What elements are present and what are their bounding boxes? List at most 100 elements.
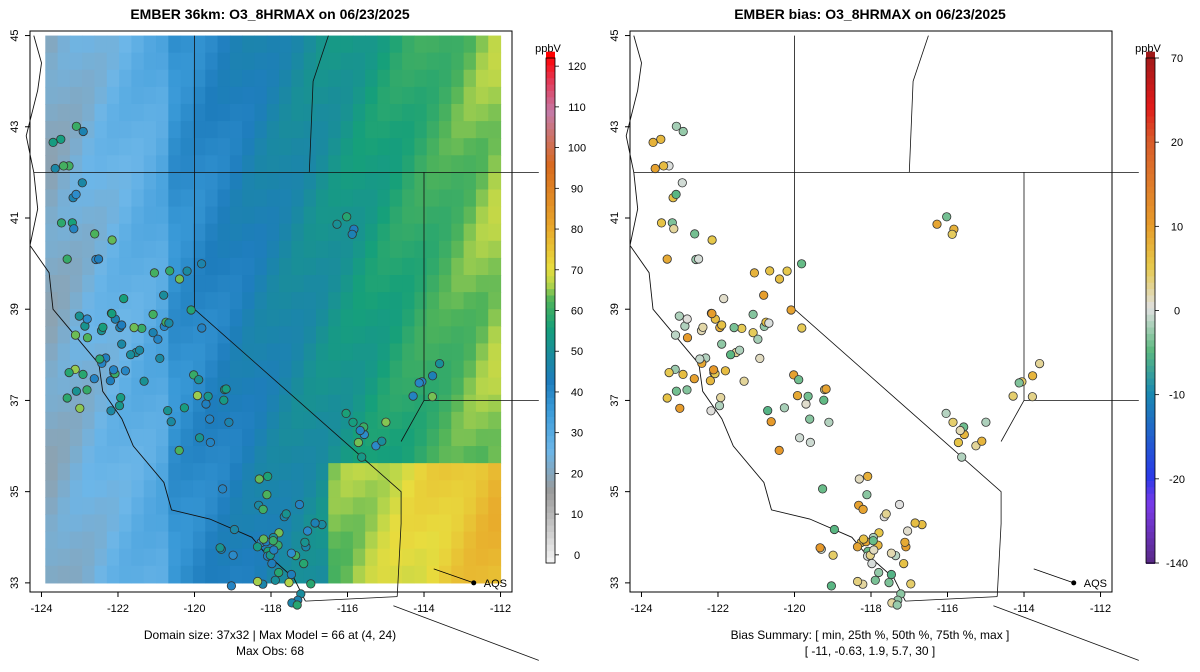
state-border: [305, 596, 398, 602]
model-grid-cell: [69, 428, 83, 447]
model-grid-cell: [131, 206, 145, 225]
colorbar-segment: [1146, 345, 1155, 353]
model-grid-cell: [168, 514, 182, 533]
model-grid-cell: [45, 172, 59, 191]
model-grid-cell: [119, 428, 133, 447]
station-marker: [797, 323, 807, 333]
model-grid-cell: [414, 360, 428, 379]
colorbar-tick-label: 100: [568, 143, 586, 155]
model-grid-cell: [168, 223, 182, 242]
model-grid-cell: [229, 121, 243, 139]
colorbar-segment: [1146, 205, 1155, 213]
model-grid-cell: [69, 480, 83, 498]
colorbar-segment: [546, 416, 555, 424]
model-grid-cell: [131, 121, 145, 139]
model-grid-cell: [389, 531, 403, 550]
model-grid-cell: [131, 497, 145, 516]
model-grid-cell: [180, 326, 194, 345]
model-grid-cell: [254, 514, 268, 533]
model-grid-cell: [106, 121, 120, 139]
station-marker: [729, 322, 739, 333]
model-grid-cell: [180, 155, 194, 173]
model-grid-cell: [279, 377, 292, 396]
model-grid-cell: [217, 514, 231, 533]
model-grid-cell: [365, 189, 379, 208]
model-grid-cell: [94, 172, 108, 191]
model-grid-cell: [426, 446, 440, 464]
model-grid-cell: [463, 309, 477, 327]
model-grid-cell: [266, 35, 280, 54]
model-grid-cell: [426, 103, 440, 122]
model-grid-cell: [266, 189, 280, 208]
model-grid-cell: [82, 428, 96, 447]
model-grid-cell: [266, 86, 280, 105]
model-grid-cell: [106, 69, 120, 88]
y-tick-label: 43: [609, 121, 621, 133]
model-grid-cell: [402, 52, 415, 71]
model-grid-cell: [426, 275, 440, 293]
colorbar-segment: [1146, 460, 1155, 469]
model-grid-cell: [106, 411, 120, 430]
state-border: [308, 35, 329, 173]
state-border: [905, 596, 998, 602]
model-grid-cell: [143, 155, 157, 173]
model-grid-cell: [365, 103, 379, 122]
station-marker: [682, 333, 693, 343]
model-grid-cell: [180, 411, 194, 430]
model-grid-cell: [414, 548, 428, 567]
model-grid-cell: [266, 275, 280, 293]
station-marker: [284, 577, 294, 588]
model-grid-cell: [328, 52, 342, 71]
model-grid-cell: [439, 411, 452, 430]
station-marker: [753, 334, 763, 344]
colorbar-segment: [546, 543, 555, 552]
model-grid-cell: [279, 446, 292, 464]
model-grid-cell: [143, 103, 157, 122]
model-grid-cell: [402, 463, 415, 481]
station-marker: [695, 354, 705, 364]
colorbar-segment: [546, 173, 555, 181]
station-marker: [706, 406, 716, 416]
model-grid-cell: [156, 206, 169, 225]
model-grid-cell: [451, 497, 465, 516]
station-marker: [669, 224, 679, 234]
model-grid-cell: [463, 377, 477, 396]
model-grid-cell: [94, 411, 108, 430]
colorbar-segment: [546, 230, 555, 238]
station-marker: [197, 323, 207, 333]
model-grid-cell: [217, 86, 231, 105]
model-grid-cell: [205, 240, 219, 259]
model-grid-cell: [303, 565, 317, 584]
model-grid-cell: [192, 86, 206, 105]
station-marker: [953, 437, 963, 448]
station-marker: [678, 126, 688, 137]
model-grid-cell: [291, 480, 305, 498]
model-grid-cell: [463, 35, 477, 54]
colorbar-tick-label: 110: [568, 102, 586, 114]
model-grid-cell: [106, 35, 120, 54]
station-marker: [148, 309, 158, 319]
model-grid-cell: [328, 480, 342, 498]
model-grid-cell: [180, 206, 194, 225]
model-grid-cell: [254, 206, 268, 225]
colorbar-segment: [1146, 492, 1155, 501]
model-grid-cell: [131, 548, 145, 567]
model-grid-cell: [315, 497, 329, 516]
model-grid-cell: [57, 411, 71, 430]
colorbar-segment: [1146, 224, 1155, 232]
colorbar-segment: [1146, 396, 1155, 405]
model-grid-cell: [475, 565, 489, 584]
model-grid-cell: [229, 292, 243, 310]
model-grid-cell: [451, 309, 465, 327]
model-grid-cell: [451, 275, 465, 293]
model-grid-cell: [45, 35, 59, 54]
model-grid-cell: [439, 35, 452, 54]
colorbar-segment: [546, 352, 555, 360]
model-grid-cell: [205, 343, 219, 362]
model-grid-cell: [303, 497, 317, 516]
model-grid-cell: [119, 411, 133, 430]
model-grid-cell: [279, 172, 292, 191]
model-grid-cell: [414, 138, 428, 156]
model-grid-cell: [229, 463, 243, 481]
model-grid-cell: [340, 52, 354, 71]
